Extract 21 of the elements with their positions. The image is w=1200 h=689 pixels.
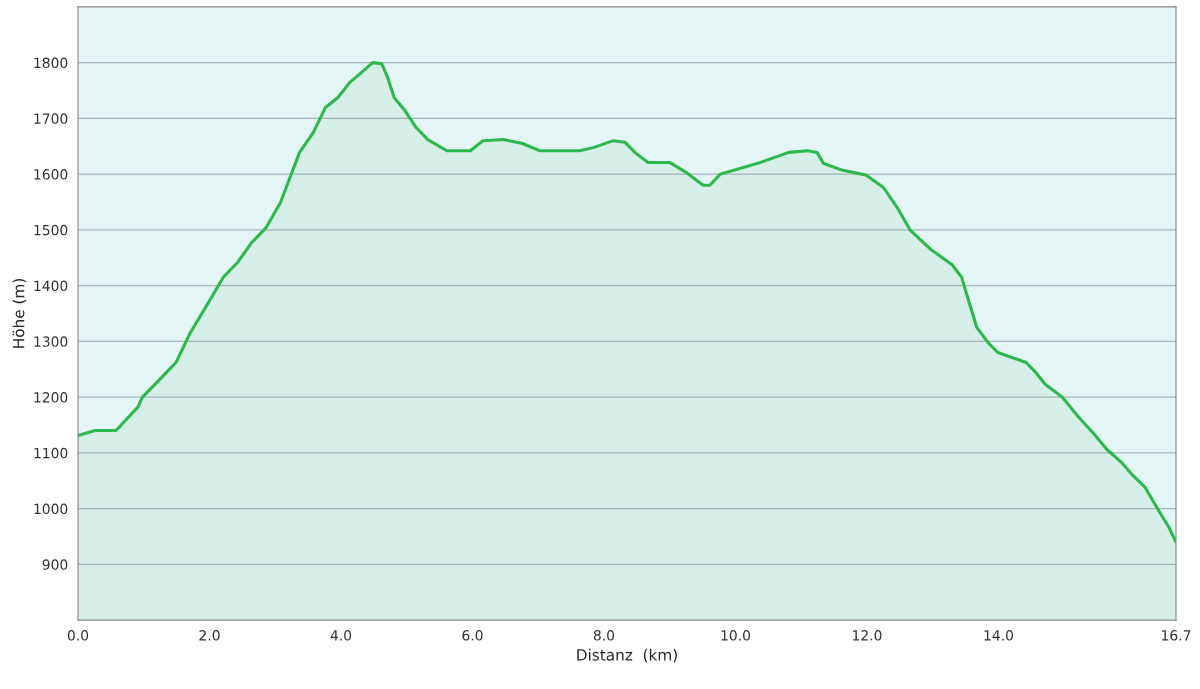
x-tick-label: 16.7 [1162,630,1191,641]
y-tick-label: 1600 [34,169,68,180]
y-tick-label: 1300 [34,336,68,347]
y-tick-label: 900 [42,559,68,570]
x-tick-label: 10.0 [721,630,751,641]
y-tick-label: 1100 [34,447,68,459]
x-tick-label: 0.0 [67,630,89,641]
x-tick-label: 8.0 [593,630,615,641]
y-tick-label: 1500 [34,224,68,236]
y-tick-label: 1200 [34,392,68,403]
y-tick-label: 1000 [34,503,68,515]
x-tick-label: 2.0 [199,630,220,641]
x-tick-label: 14.0 [984,630,1014,641]
y-axis-title: Höhe (m) [12,279,27,348]
y-tick-label: 1400 [34,280,68,292]
y-tick-label: 1800 [34,57,68,69]
x-axis-title: Distanz (km) [577,648,677,663]
x-tick-label: 4.0 [330,630,352,641]
x-tick-label: 12.0 [853,630,882,641]
x-tick-label: 6.0 [462,630,483,641]
y-tick-label: 1700 [34,113,68,124]
